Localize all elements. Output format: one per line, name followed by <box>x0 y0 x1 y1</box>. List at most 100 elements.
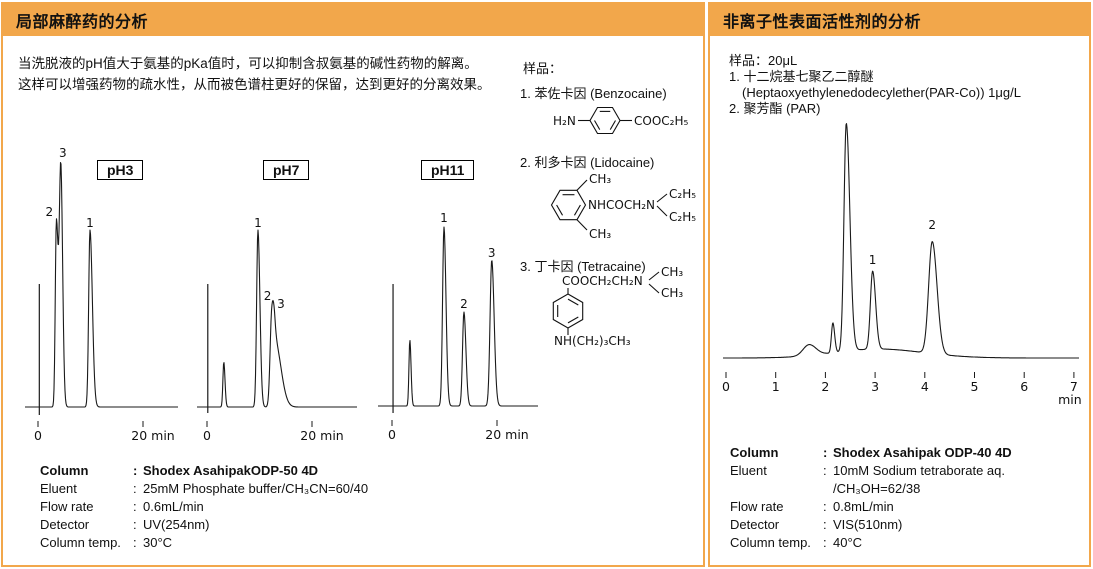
butylamine-label: NH(CH₂)₃CH₃ <box>554 334 631 348</box>
sample-item-1-detail: (Heptaoxyethylenedodecylether(PAR-Co)) 1… <box>742 85 1021 100</box>
samples-heading: 样品： <box>523 61 563 76</box>
tick-label: 6 <box>1020 379 1028 394</box>
tick-label: 0 <box>203 428 211 443</box>
ph11-label: pH11 <box>421 160 475 180</box>
peak-label: 1 <box>869 253 877 267</box>
methyl-bottom-label: CH₃ <box>661 286 683 300</box>
amine-group-label: H₂N <box>553 114 576 128</box>
tetracaine-structure: COOCH₂CH₂N CH₃ CH₃ NH(CH₂)₃CH₃ <box>552 265 683 348</box>
trace <box>377 226 539 407</box>
tick-label: 0 <box>388 427 396 442</box>
condition-value: UV(254nm) <box>143 517 210 532</box>
condition-value: 0.6mL/min <box>143 499 204 514</box>
tick-label: 0 <box>722 379 730 394</box>
tick-label: 1 <box>772 379 780 394</box>
benzocaine-structure: H₂N COOC₂H₅ <box>553 106 688 135</box>
sample-description: 样品：20μL 1. 十二烷基七聚乙二醇醚 (Heptaoxyethylened… <box>729 53 1059 117</box>
condition-label: Flow rate <box>730 499 784 514</box>
condition-label: Column temp. <box>730 535 811 550</box>
panel-header: 非离子性表面活性剂的分析 <box>710 4 1089 36</box>
ph3-label: pH3 <box>97 160 144 180</box>
condition-label: Detector <box>730 517 780 532</box>
condition-label: Detector <box>40 517 90 532</box>
conditions-table: Column: Shodex AsahipakODP-50 4D Eluent:25… <box>40 462 368 552</box>
chromatogram-ph7: 0 20 min 1 23 <box>196 216 358 443</box>
chromatogram-ph11: 0 20 min 1 2 3 <box>377 211 539 442</box>
tick-label: 5 <box>971 379 979 394</box>
peak-label: 2 <box>928 218 936 232</box>
panel-header: 局部麻醉药的分析 <box>3 4 703 36</box>
condition-colon: : <box>823 463 827 478</box>
intro-text: 当洗脱液的pH值大于氨基的pKa值时，可以抑制含叔氨基的碱性药物的解离。 这样可… <box>18 53 518 95</box>
axis-unit-label: min <box>1058 392 1082 407</box>
sample-item-2: 2. 聚芳酯 (PAR) <box>729 101 821 116</box>
peak-label: 1 <box>86 216 94 230</box>
condition-label: Column temp. <box>40 535 121 550</box>
peak-label: 2 <box>264 289 272 303</box>
condition-colon: : <box>133 463 138 478</box>
ester-group-label: COOC₂H₅ <box>634 114 688 128</box>
condition-label: Eluent <box>730 463 767 478</box>
condition-value: 10mM Sodium tetraborate aq./CH₃OH=62/38 <box>833 462 1012 498</box>
condition-colon: : <box>133 481 137 496</box>
condition-colon: : <box>133 535 137 550</box>
chromatogram-ph3: 0 20 min 2 3 1 <box>24 146 179 443</box>
condition-colon: : <box>823 445 828 460</box>
condition-colon: : <box>133 517 137 532</box>
amide-chain-label: NHCOCH₂N <box>588 198 655 212</box>
peak-label: 2 <box>46 205 54 219</box>
tick-label: 2 <box>821 379 829 394</box>
condition-value: Shodex Asahipak ODP-40 4D <box>833 445 1012 460</box>
condition-value: 30°C <box>143 535 173 550</box>
ethyl-bottom-label: C₂H₅ <box>669 210 696 224</box>
tick-label: 20 min <box>485 427 528 442</box>
methyl-top-label: CH₃ <box>589 172 611 186</box>
sample-item-1: 1. 苯佐卡因 (Benzocaine) <box>520 86 667 101</box>
condition-colon: : <box>823 535 827 550</box>
condition-value: Shodex AsahipakODP-50 4D <box>143 463 319 478</box>
methyl-top-label: CH₃ <box>661 265 683 279</box>
left-panel: 局部麻醉药的分析 当洗脱液的pH值大于氨基的pKa值时，可以抑制含叔氨基的碱性药… <box>1 2 705 567</box>
peak-label: 3 <box>59 146 67 160</box>
tick-label: 20 min <box>131 428 174 443</box>
ph7-label: pH7 <box>263 160 310 180</box>
trace <box>722 123 1080 359</box>
benzene-ring <box>550 189 587 221</box>
trace <box>24 161 179 408</box>
condition-colon: : <box>823 517 827 532</box>
sample-volume: 样品：20μL <box>729 53 798 68</box>
condition-value-line2: /CH₃OH=62/38 <box>833 481 921 496</box>
conditions-table: Column: Shodex Asahipak ODP-40 4D Eluent:1… <box>730 444 1012 552</box>
sample-item-2: 2. 利多卡因 (Lidocaine) <box>520 155 655 170</box>
condition-value: VIS(510nm) <box>833 517 903 532</box>
condition-colon: : <box>823 499 827 514</box>
condition-label: Eluent <box>40 481 77 496</box>
lidocaine-structure: CH₃ CH₃ NHCOCH₂N C₂H₅ C₂H₅ <box>550 172 696 241</box>
tick-label: 4 <box>921 379 929 394</box>
condition-label: Column <box>40 463 89 478</box>
right-panel: 非离子性表面活性剂的分析 样品：20μL 1. 十二烷基七聚乙二醇醚 (Hept… <box>708 2 1091 567</box>
ethyl-top-label: C₂H₅ <box>669 187 696 201</box>
sample-item-1: 1. 十二烷基七聚乙二醇醚 <box>729 69 874 84</box>
condition-label: Flow rate <box>40 499 94 514</box>
page-title: 局部麻醉药的分析 <box>16 14 149 31</box>
peak-label: 1 <box>440 211 448 225</box>
trace <box>196 229 358 408</box>
intro-line: 当洗脱液的pH值大于氨基的pKa值时，可以抑制含叔氨基的碱性药物的解离。 <box>18 56 478 71</box>
condition-label: Column <box>730 445 779 460</box>
page-title: 非离子性表面活性剂的分析 <box>723 14 922 31</box>
peak-label: 1 <box>254 216 262 230</box>
peak-label: 2 <box>460 297 468 311</box>
tick-label: 7 <box>1070 379 1078 394</box>
tick-label: 20 min <box>300 428 343 443</box>
tick-label: 3 <box>871 379 879 394</box>
condition-value: 0.8mL/min <box>833 499 894 514</box>
sample-item-3: 3. 丁卡因 (Tetracaine) <box>520 259 646 274</box>
methyl-bottom-label: CH₃ <box>589 227 611 241</box>
condition-value: 25mM Phosphate buffer/CH₃CN=60/40 <box>143 481 369 496</box>
intro-line: 这样可以增强药物的疏水性，从而被色谱柱更好的保留，达到更好的分离效果。 <box>18 77 491 92</box>
condition-value: 40°C <box>833 535 863 550</box>
peak-label: 3 <box>488 246 496 260</box>
condition-colon: : <box>133 499 137 514</box>
